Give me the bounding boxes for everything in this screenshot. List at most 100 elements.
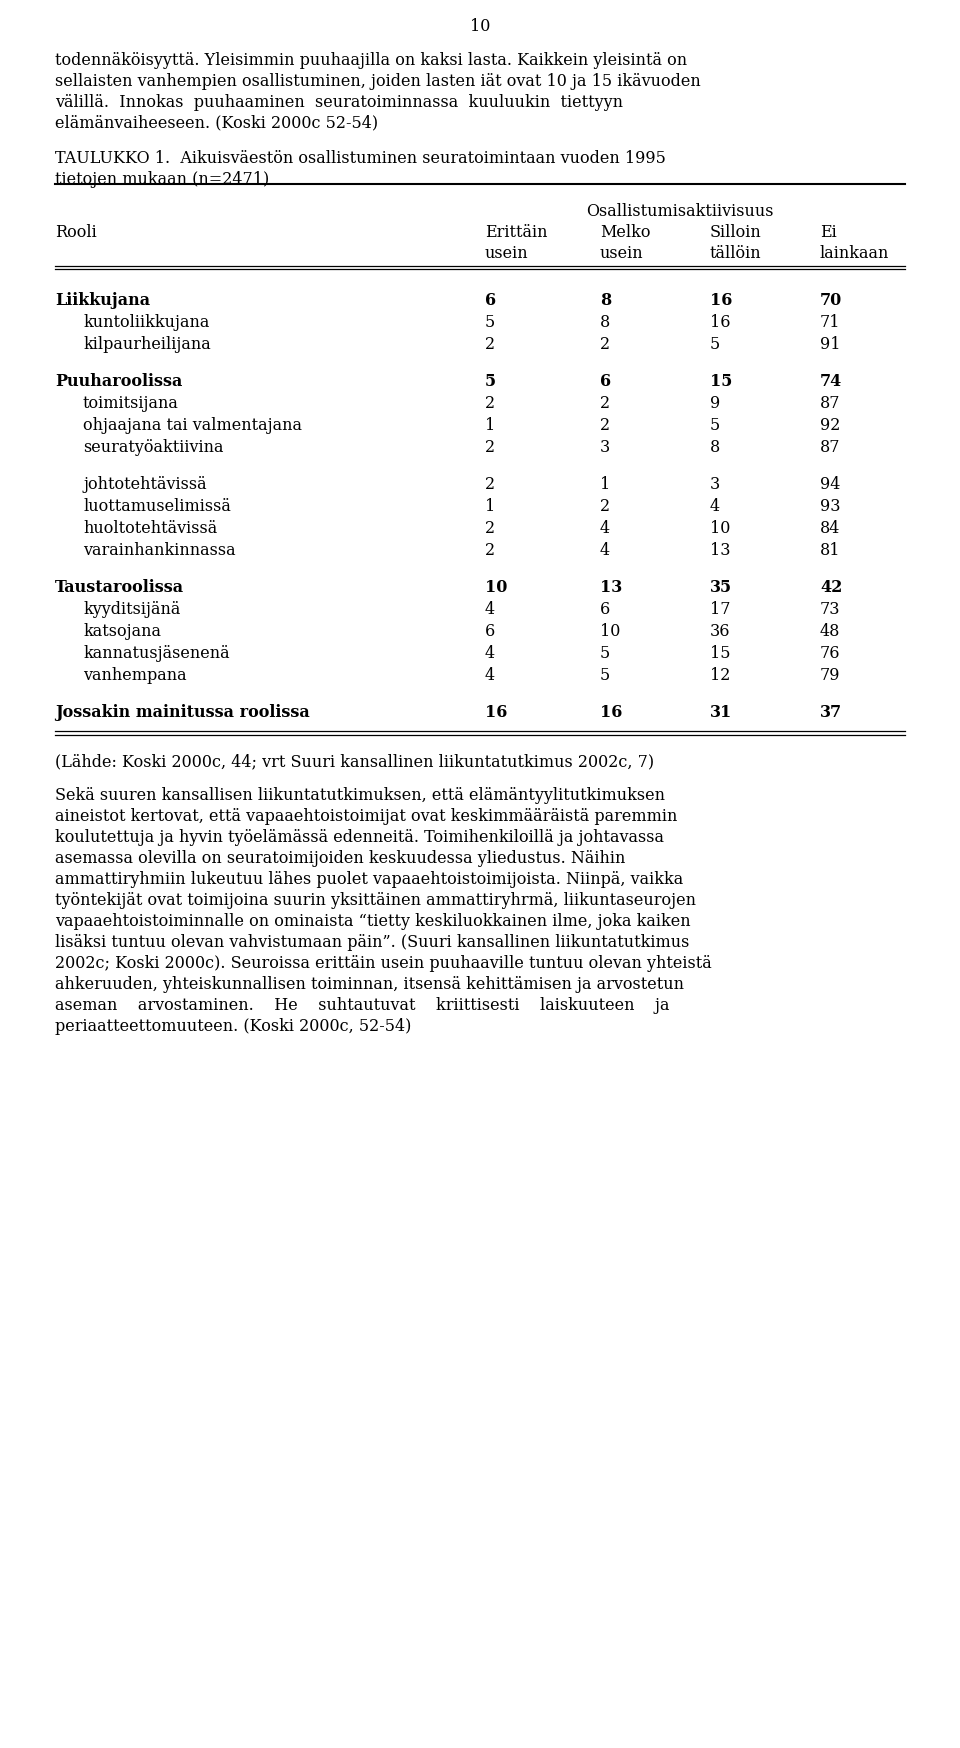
Text: 92: 92 [820,418,840,435]
Text: 31: 31 [710,704,732,722]
Text: 48: 48 [820,624,840,640]
Text: 13: 13 [710,542,731,559]
Text: 5: 5 [600,645,611,662]
Text: 12: 12 [710,668,731,685]
Text: 4: 4 [600,521,611,537]
Text: 5: 5 [710,336,720,353]
Text: 10: 10 [469,17,491,35]
Text: 87: 87 [820,439,841,456]
Text: todennäköisyyttä. Yleisimmin puuhaajilla on kaksi lasta. Kaikkein yleisintä on: todennäköisyyttä. Yleisimmin puuhaajilla… [55,52,687,68]
Text: Erittäin: Erittäin [485,224,547,241]
Text: 2: 2 [485,395,495,413]
Text: 81: 81 [820,542,841,559]
Text: 2: 2 [600,395,611,413]
Text: 2: 2 [485,477,495,493]
Text: 94: 94 [820,477,840,493]
Text: TAULUKKO 1.  Aikuisväestön osallistuminen seuratoimintaan vuoden 1995: TAULUKKO 1. Aikuisväestön osallistuminen… [55,150,666,168]
Text: 1: 1 [485,418,495,435]
Text: 8: 8 [600,315,611,332]
Text: koulutettuja ja hyvin työelämässä edenneitä. Toimihenkiloillä ja johtavassa: koulutettuja ja hyvin työelämässä edenne… [55,829,664,846]
Text: 93: 93 [820,498,841,516]
Text: 10: 10 [485,579,508,596]
Text: 5: 5 [485,374,496,390]
Text: 4: 4 [485,668,495,685]
Text: 70: 70 [820,292,842,309]
Text: varainhankinnassa: varainhankinnassa [83,542,235,559]
Text: ahkeruuden, yhteiskunnallisen toiminnan, itsensä kehittämisen ja arvostetun: ahkeruuden, yhteiskunnallisen toiminnan,… [55,977,684,993]
Text: Rooli: Rooli [55,224,97,241]
Text: 1: 1 [600,477,611,493]
Text: 76: 76 [820,645,841,662]
Text: 2: 2 [485,336,495,353]
Text: sellaisten vanhempien osallistuminen, joiden lasten iät ovat 10 ja 15 ikävuoden: sellaisten vanhempien osallistuminen, jo… [55,73,701,89]
Text: kannatusjäsenenä: kannatusjäsenenä [83,645,229,662]
Text: vapaaehtoistoiminnalle on ominaista “tietty keskiluokkainen ilme, joka kaiken: vapaaehtoistoiminnalle on ominaista “tie… [55,914,690,930]
Text: 3: 3 [710,477,720,493]
Text: 73: 73 [820,601,841,619]
Text: 6: 6 [485,292,496,309]
Text: 5: 5 [710,418,720,435]
Text: 2: 2 [485,521,495,537]
Text: 16: 16 [710,315,731,332]
Text: 74: 74 [820,374,842,390]
Text: ohjaajana tai valmentajana: ohjaajana tai valmentajana [83,418,302,435]
Text: katsojana: katsojana [83,624,161,640]
Text: 16: 16 [710,292,732,309]
Text: 4: 4 [710,498,720,516]
Text: luottamuselimissä: luottamuselimissä [83,498,230,516]
Text: Puuharoolissa: Puuharoolissa [55,374,182,390]
Text: asemassa olevilla on seuratoimijoiden keskuudessa yliedustus. Näihin: asemassa olevilla on seuratoimijoiden ke… [55,850,625,867]
Text: 87: 87 [820,395,841,413]
Text: 84: 84 [820,521,840,537]
Text: 71: 71 [820,315,841,332]
Text: 2: 2 [600,418,611,435]
Text: seuratyöaktiivina: seuratyöaktiivina [83,439,224,456]
Text: 4: 4 [485,645,495,662]
Text: tällöin: tällöin [710,245,761,262]
Text: 1: 1 [485,498,495,516]
Text: aseman    arvostaminen.    He    suhtautuvat    kriittisesti    laiskuuteen    j: aseman arvostaminen. He suhtautuvat krii… [55,998,669,1014]
Text: 2: 2 [485,439,495,456]
Text: 2: 2 [600,336,611,353]
Text: 15: 15 [710,645,731,662]
Text: 2002c; Koski 2000c). Seuroissa erittäin usein puuhaaville tuntuu olevan yhteistä: 2002c; Koski 2000c). Seuroissa erittäin … [55,956,711,972]
Text: 5: 5 [485,315,495,332]
Text: 6: 6 [600,374,612,390]
Text: kilpaurheilijana: kilpaurheilijana [83,336,211,353]
Text: 6: 6 [485,624,495,640]
Text: Osallistumisaktiivisuus: Osallistumisaktiivisuus [587,203,774,220]
Text: lainkaan: lainkaan [820,245,889,262]
Text: kyyditsijänä: kyyditsijänä [83,601,180,619]
Text: usein: usein [485,245,529,262]
Text: 16: 16 [485,704,508,722]
Text: 17: 17 [710,601,731,619]
Text: 4: 4 [600,542,611,559]
Text: 2: 2 [485,542,495,559]
Text: Liikkujana: Liikkujana [55,292,150,309]
Text: kuntoliikkujana: kuntoliikkujana [83,315,209,332]
Text: Taustaroolissa: Taustaroolissa [55,579,184,596]
Text: toimitsijana: toimitsijana [83,395,179,413]
Text: lisäksi tuntuu olevan vahvistumaan päin”. (Suuri kansallinen liikuntatutkimus: lisäksi tuntuu olevan vahvistumaan päin”… [55,935,689,951]
Text: periaatteettomuuteen. (Koski 2000c, 52-54): periaatteettomuuteen. (Koski 2000c, 52-5… [55,1019,412,1035]
Text: 5: 5 [600,668,611,685]
Text: (Lähde: Koski 2000c, 44; vrt Suuri kansallinen liikuntatutkimus 2002c, 7): (Lähde: Koski 2000c, 44; vrt Suuri kansa… [55,753,654,771]
Text: vanhempana: vanhempana [83,668,186,685]
Text: välillä.  Innokas  puuhaaminen  seuratoiminnassa  kuuluukin  tiettyyn: välillä. Innokas puuhaaminen seuratoimin… [55,94,623,110]
Text: 6: 6 [600,601,611,619]
Text: ammattiryhmiin lukeutuu lähes puolet vapaaehtoistoimijoista. Niinpä, vaikka: ammattiryhmiin lukeutuu lähes puolet vap… [55,872,684,888]
Text: usein: usein [600,245,643,262]
Text: Melko: Melko [600,224,651,241]
Text: tietojen mukaan (n=2471): tietojen mukaan (n=2471) [55,171,269,189]
Text: 42: 42 [820,579,842,596]
Text: 10: 10 [600,624,620,640]
Text: 9: 9 [710,395,720,413]
Text: Jossakin mainitussa roolissa: Jossakin mainitussa roolissa [55,704,310,722]
Text: 91: 91 [820,336,841,353]
Text: 8: 8 [600,292,612,309]
Text: 3: 3 [600,439,611,456]
Text: 4: 4 [485,601,495,619]
Text: työntekijät ovat toimijoina suurin yksittäinen ammattiryhrmä, liikuntaseurojen: työntekijät ovat toimijoina suurin yksit… [55,893,696,909]
Text: aineistot kertovat, että vapaaehtoistoimijat ovat keskimmääräistä paremmin: aineistot kertovat, että vapaaehtoistoim… [55,808,678,825]
Text: 2: 2 [600,498,611,516]
